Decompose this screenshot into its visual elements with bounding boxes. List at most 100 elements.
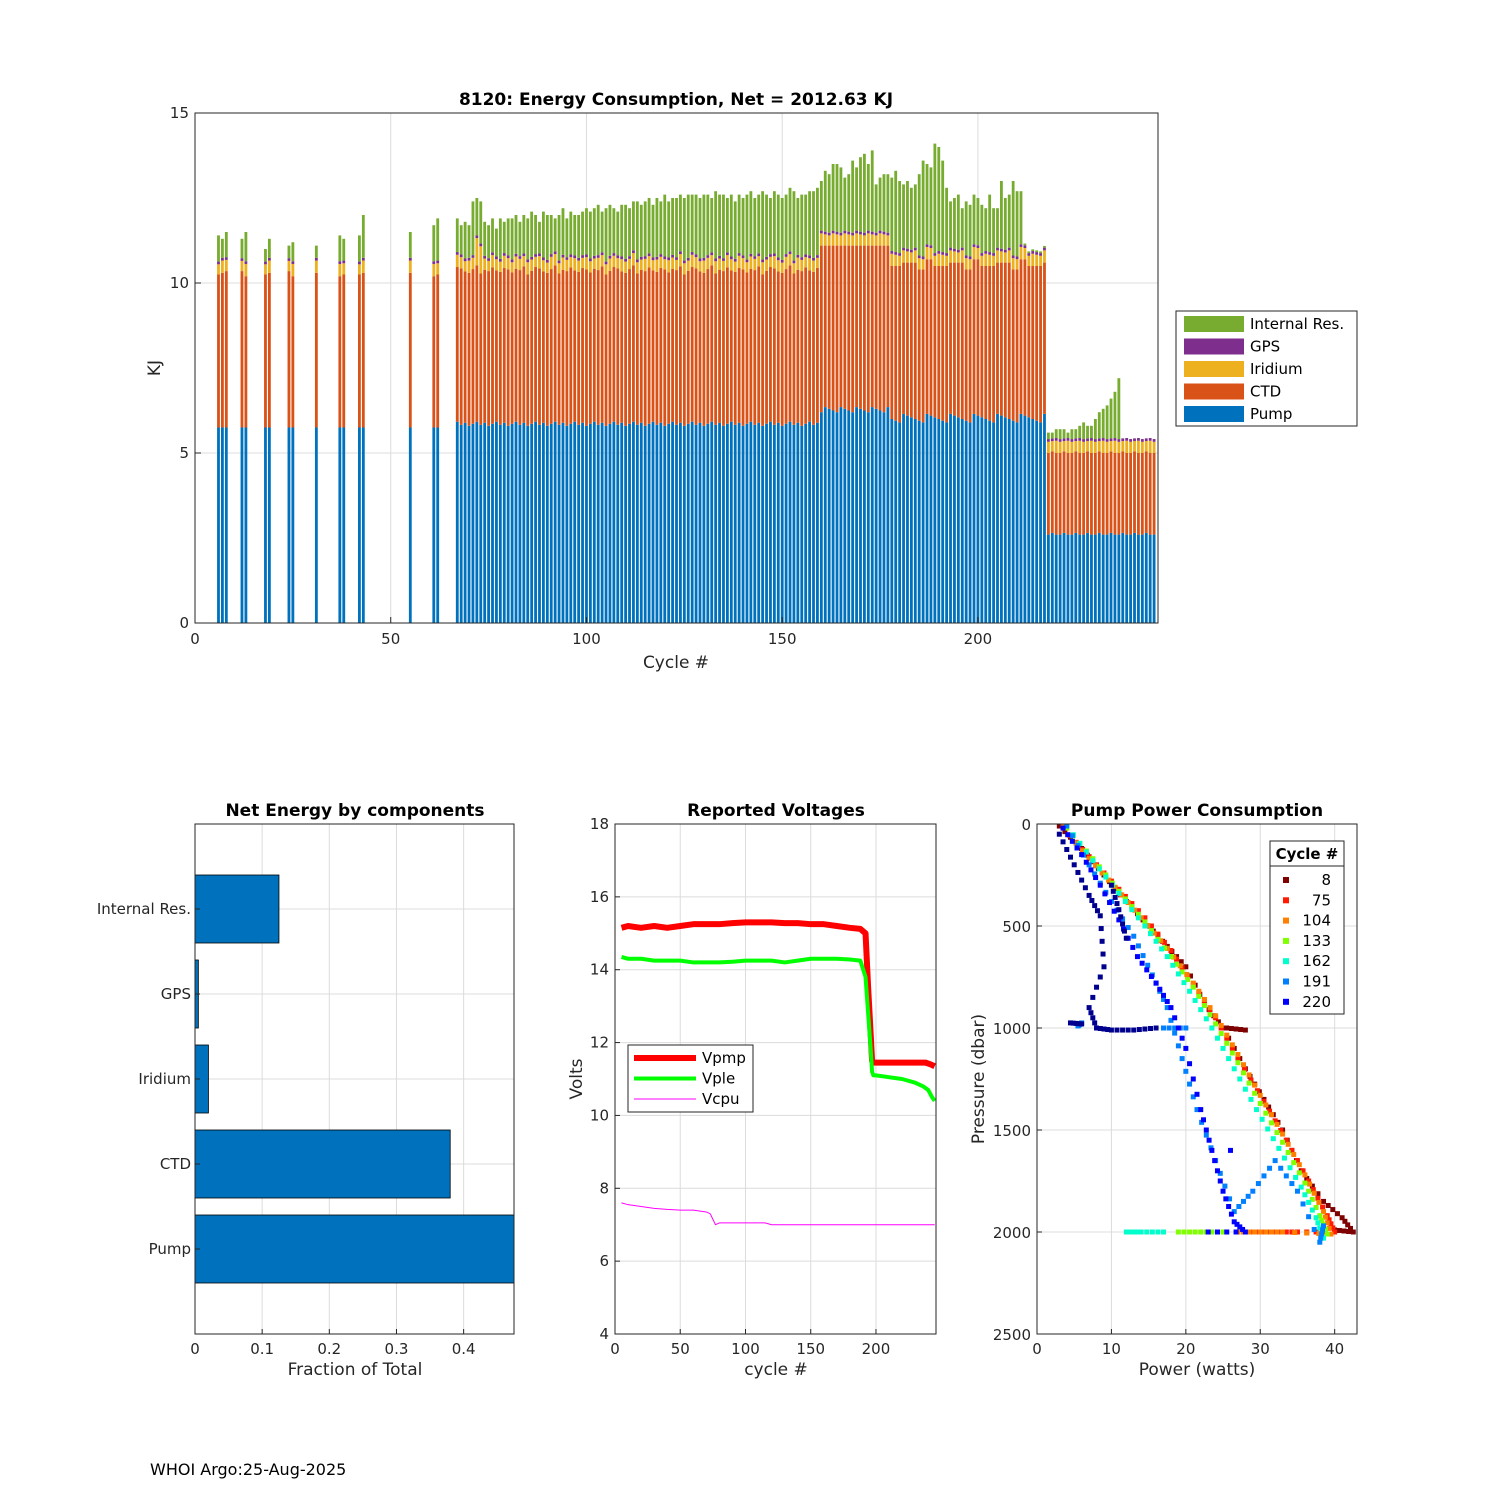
top-bar-iridium (526, 262, 530, 275)
top-bar-ctd (737, 268, 741, 423)
top-bar-pump (835, 412, 839, 623)
br-point-220 (1237, 1224, 1243, 1230)
top-bar-gps (498, 258, 502, 262)
top-bar-ctd (510, 272, 514, 424)
br-point-162 (1131, 1229, 1137, 1235)
top-bar-pump (733, 424, 737, 623)
top-bar-pump (565, 425, 569, 623)
top-bar-internalres (816, 187, 819, 256)
top-bar-ctd (992, 266, 995, 423)
br-point-133 (1201, 1003, 1207, 1009)
top-bar-internalres (592, 208, 596, 256)
br-point-162 (1153, 938, 1159, 944)
br-point-133 (1129, 904, 1135, 910)
bl-ticks: 0 0.1 0.2 0.3 0.4 Pump CTD Iridium GPS Internal R… (97, 900, 476, 1358)
top-bar-gps (506, 255, 510, 259)
top-bar-gps (577, 257, 581, 261)
br-point-162 (1237, 1076, 1243, 1082)
br-point-191 (1161, 996, 1167, 1002)
br-point-162 (1254, 1107, 1260, 1113)
br-point-8 (1350, 1229, 1356, 1235)
top-bar-gps (1125, 438, 1129, 441)
top-bar-ctd (632, 265, 635, 422)
top-legend-swatch (1184, 361, 1244, 377)
br-point-dark (1114, 901, 1120, 907)
top-bar-iridium (780, 262, 784, 273)
br-point-133 (1175, 1229, 1181, 1235)
top-bar-gps (804, 254, 808, 258)
top-bar-ctd (866, 245, 870, 413)
top-bar-gps (906, 248, 909, 252)
top-bar-internalres (984, 208, 988, 252)
br-point-dark (1147, 1026, 1153, 1032)
br-point-dark (1079, 877, 1085, 883)
bl-xtick-label: 0.1 (250, 1340, 274, 1358)
top-bar-gps (1137, 438, 1140, 441)
top-bar-gps (459, 254, 463, 258)
top-bar-internalres (913, 184, 917, 248)
bm-xtick-label: 100 (731, 1340, 760, 1358)
br-point-dark (1092, 903, 1098, 909)
top-bar-pump (804, 423, 808, 623)
bm-ytick-label: 4 (599, 1325, 609, 1343)
top-bar-iridium (600, 255, 604, 267)
top-bar-gps (264, 261, 267, 265)
br-point-162 (1192, 997, 1198, 1003)
top-bar-ctd (1011, 269, 1015, 421)
top-bar-iridium (761, 262, 765, 275)
top-bar-iridium (565, 259, 569, 272)
top-bar-gps (604, 261, 608, 265)
br-point-8 (1334, 1211, 1340, 1217)
top-bar-internalres (1117, 378, 1121, 440)
top-bar-gps (1011, 255, 1015, 259)
top-bar-iridium (459, 257, 463, 269)
top-bar-internalres (647, 198, 651, 254)
br-point-133 (1324, 1231, 1330, 1237)
br-point-104 (1257, 1229, 1263, 1235)
br-point-dark (1098, 926, 1104, 932)
top-bar-ctd (1070, 453, 1074, 535)
top-bar-pump (220, 427, 224, 623)
top-bar-ctd (592, 268, 596, 422)
top-bar-ctd (929, 259, 933, 416)
top-bar-gps (772, 253, 776, 257)
top-bar-pump (937, 419, 941, 623)
bm-ytick-label: 14 (590, 961, 609, 979)
top-bar-internalres (624, 204, 628, 259)
top-bar-internalres (1015, 191, 1019, 257)
top-bar-iridium (534, 256, 537, 268)
top-bar-internalres (1105, 405, 1109, 440)
br-legend-marker (1283, 998, 1289, 1005)
top-legend-swatch (1184, 383, 1244, 400)
top-bar-pump (827, 408, 831, 623)
top-bar-ctd (459, 268, 463, 425)
top-bar-internalres (643, 201, 647, 257)
top-bar-pump (1133, 532, 1136, 623)
top-bar-pump (581, 422, 584, 623)
top-bar-internalres (530, 211, 534, 257)
top-bar-gps (788, 251, 792, 255)
top-bar-pump (608, 423, 612, 623)
top-bar-ctd (843, 245, 847, 409)
top-bar-pump (945, 422, 949, 623)
top-bar-gps (549, 254, 553, 257)
top-bar-internalres (784, 194, 788, 255)
top-bar-gps (933, 253, 937, 256)
top-bar-iridium (808, 258, 812, 271)
top-bar-ctd (667, 272, 671, 424)
top-bar-gps (953, 248, 956, 252)
br-point-220 (1102, 891, 1108, 897)
top-bar-internalres (937, 147, 941, 252)
top-bar-iridium (968, 259, 972, 270)
br-point-104 (1073, 840, 1079, 846)
top-bar-internalres (925, 164, 929, 245)
top-bar-internalres (992, 208, 995, 254)
br-point-104 (1285, 1141, 1291, 1147)
top-bar-internalres (620, 204, 624, 257)
top-bar-internalres (1031, 249, 1035, 252)
top-bar-gps (808, 255, 812, 259)
top-bar-internalres (718, 194, 721, 256)
top-bar-gps (992, 253, 995, 256)
top-bar-gps (432, 261, 436, 264)
